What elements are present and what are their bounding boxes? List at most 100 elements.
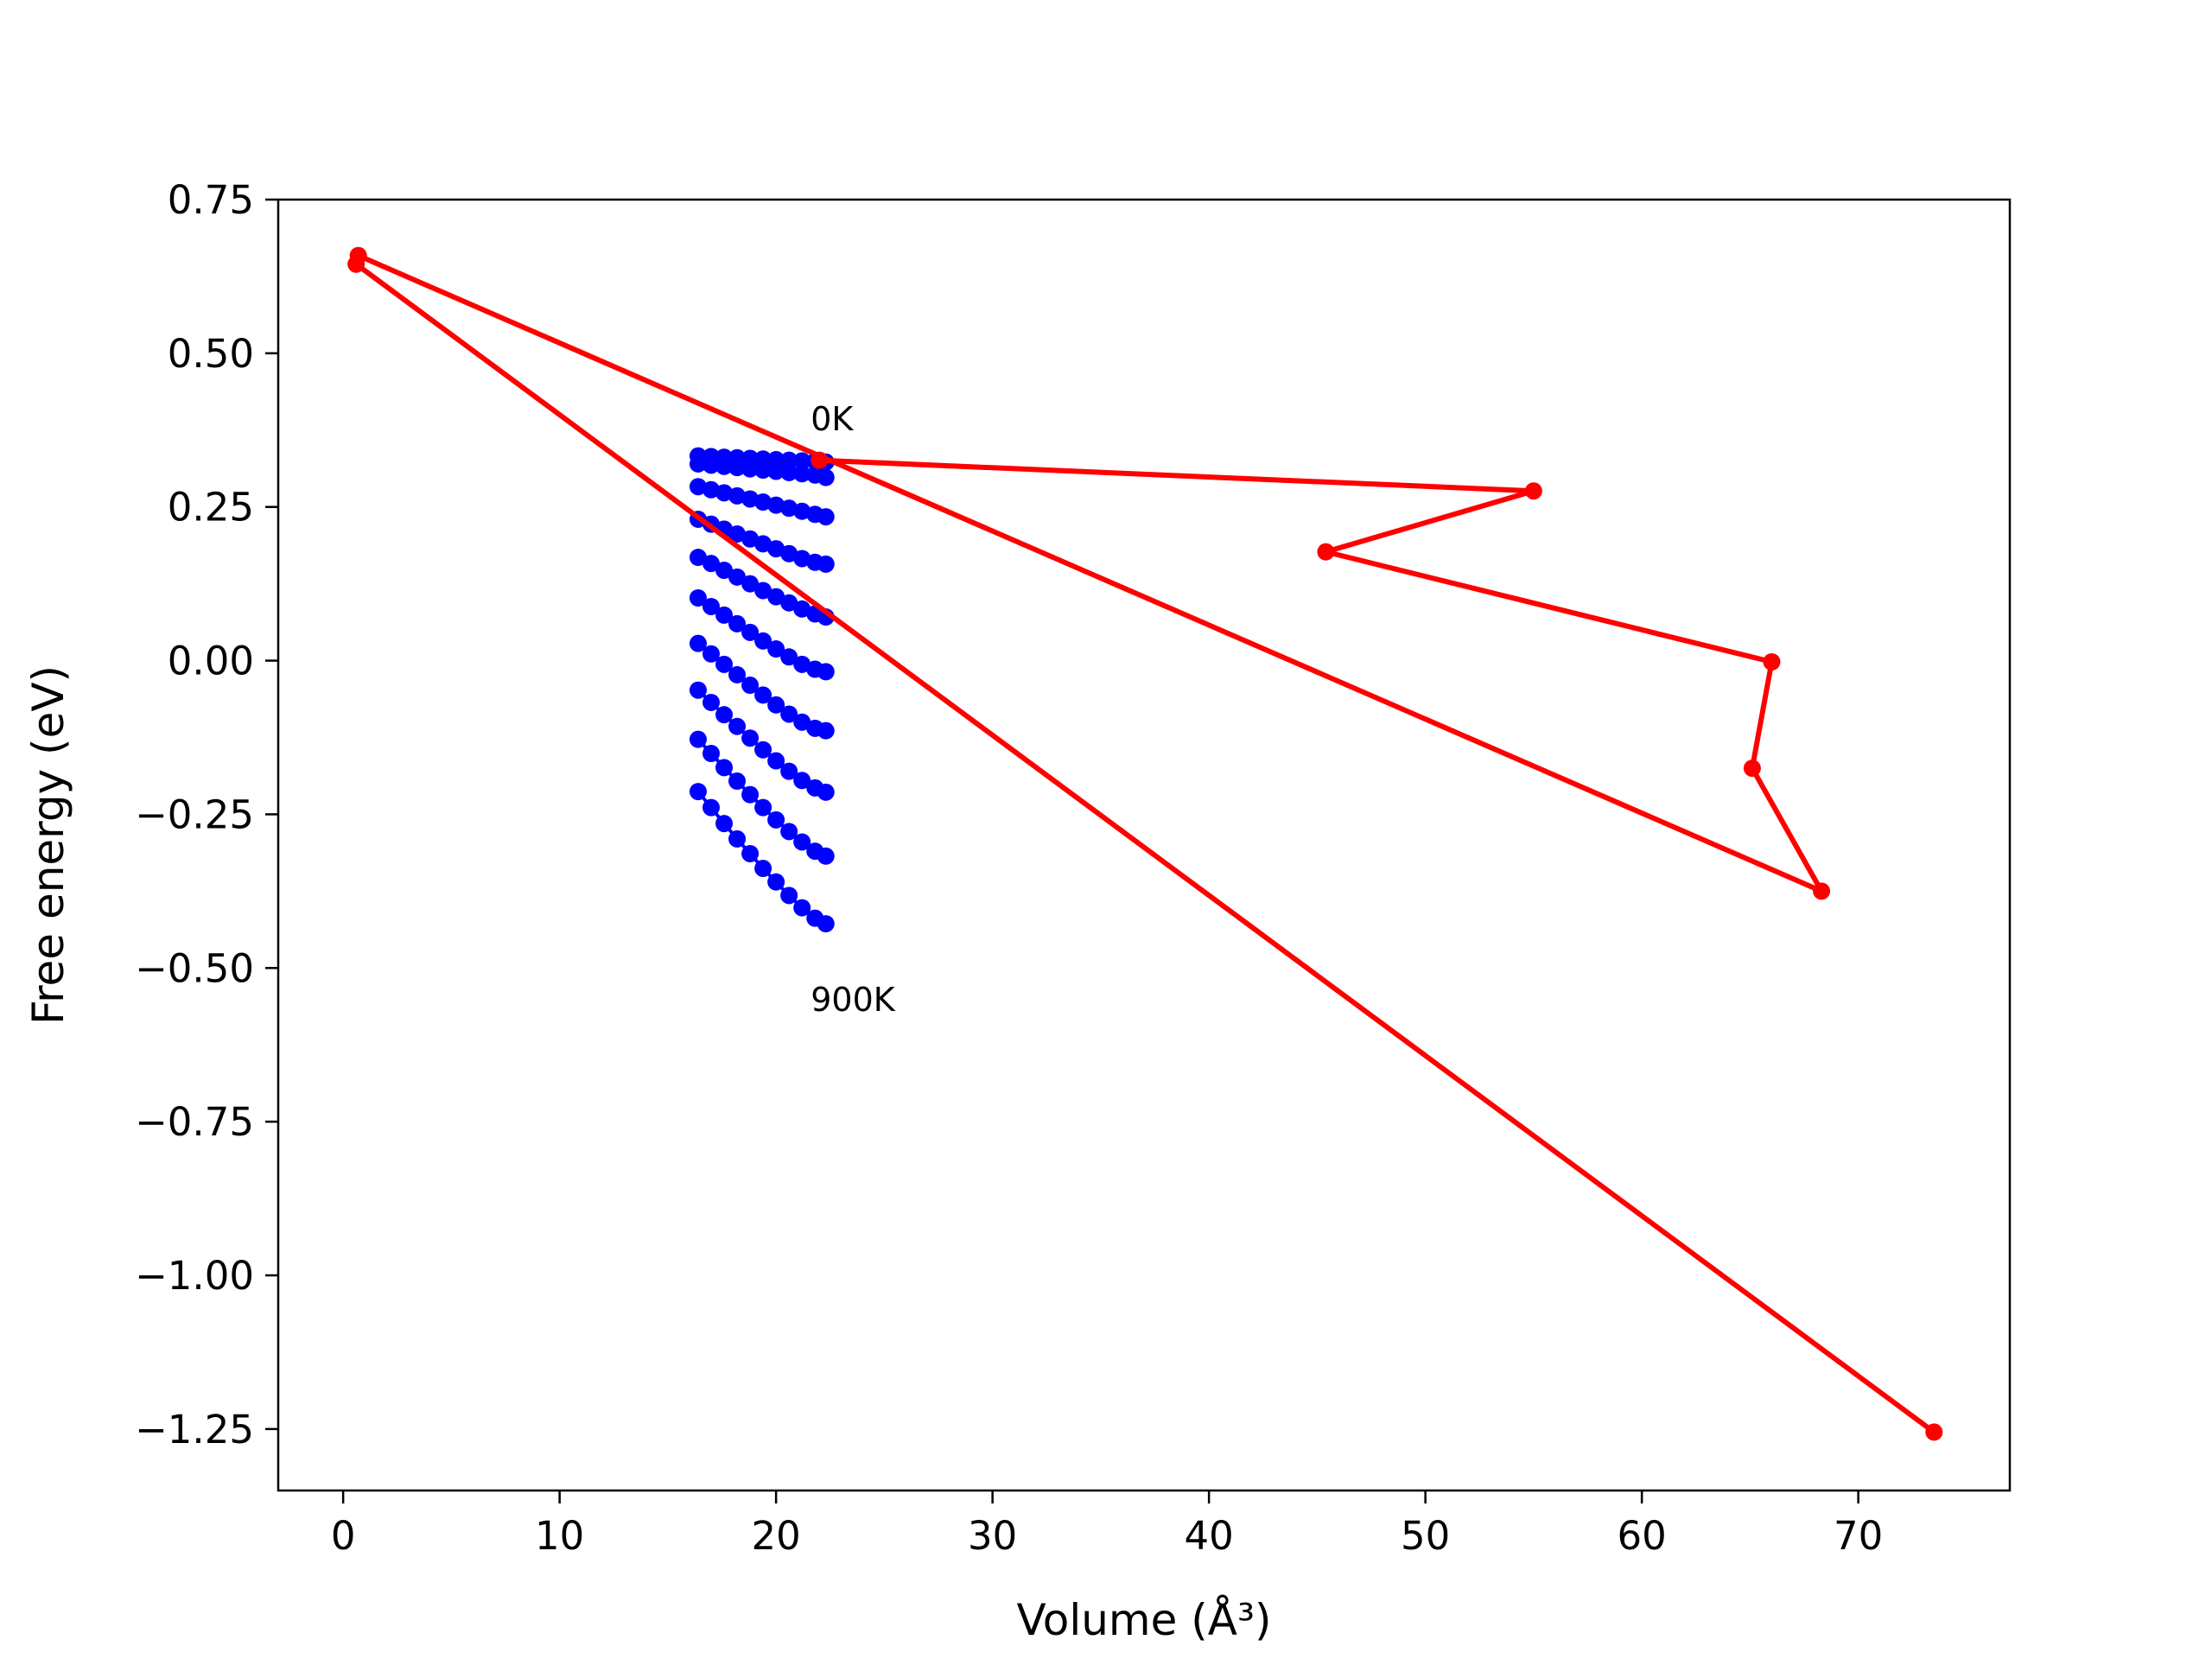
isotherm-point <box>728 717 747 735</box>
isotherm-series <box>689 454 835 486</box>
isotherm-point <box>741 575 760 593</box>
isotherm-series <box>689 730 835 865</box>
isotherm-series <box>689 681 835 801</box>
isotherm-point <box>728 830 747 848</box>
isotherm-series <box>689 589 835 681</box>
equilibrium-path-line <box>353 252 1936 1434</box>
x-tick-label: 30 <box>968 1513 1017 1559</box>
equilibrium-path-point <box>1317 543 1335 561</box>
isotherm-point <box>754 535 772 553</box>
isotherm-point <box>780 762 798 780</box>
isotherm-point <box>793 772 811 790</box>
isotherm-point <box>767 540 785 558</box>
isotherm-point <box>817 721 835 740</box>
isotherm-point <box>793 502 811 520</box>
isotherm-point <box>780 887 798 905</box>
isotherm-point <box>767 873 785 891</box>
isotherm-point <box>715 484 734 502</box>
isotherm-point <box>689 634 707 652</box>
isotherm-point <box>780 648 798 666</box>
equilibrium-path-point <box>347 255 365 273</box>
isotherm-point <box>817 847 835 865</box>
isotherm-series <box>689 634 835 740</box>
isotherm-point <box>702 744 720 762</box>
isotherm-point <box>754 461 772 480</box>
isotherm-point <box>780 594 798 612</box>
isotherm-point <box>817 783 835 801</box>
equilibrium-path-series <box>347 246 1943 1441</box>
x-tick-label: 10 <box>535 1513 584 1559</box>
isotherm-point <box>689 549 707 567</box>
isotherm-point <box>793 452 811 470</box>
isotherm-point <box>817 555 835 573</box>
isotherm-point <box>728 772 747 791</box>
temperature-annotation: 0K <box>810 400 854 438</box>
isotherm-point <box>715 655 734 673</box>
x-tick-label: 50 <box>1401 1513 1450 1559</box>
isotherm-point <box>741 490 760 508</box>
y-tick-label: −0.25 <box>135 791 254 837</box>
equilibrium-path-point <box>810 451 829 469</box>
equilibrium-path-point <box>1763 652 1781 671</box>
isotherm-point <box>715 561 734 579</box>
isotherm-point <box>754 493 772 512</box>
isotherm-point <box>689 478 707 496</box>
isotherm-point <box>767 810 785 829</box>
isotherm-point <box>741 530 760 548</box>
isotherm-point <box>767 752 785 770</box>
isotherm-point <box>793 713 811 731</box>
isotherm-point <box>780 544 798 563</box>
isotherm-point <box>767 462 785 480</box>
isotherm-point <box>715 457 734 475</box>
isotherm-series <box>689 510 835 573</box>
isotherm-point <box>715 815 734 833</box>
isotherm-point <box>754 798 772 817</box>
isotherm-point <box>715 706 734 724</box>
isotherm-point <box>741 844 760 862</box>
isotherm-point <box>767 640 785 658</box>
x-tick-label: 0 <box>331 1513 356 1559</box>
y-axis-label: Free energy (eV) <box>23 665 73 1025</box>
equilibrium-path-point <box>1743 760 1761 778</box>
isotherm-series <box>689 549 835 626</box>
annotations: 0K 900K <box>810 400 896 1019</box>
isotherm-point <box>793 600 811 618</box>
isotherm-point <box>715 606 734 624</box>
isotherm-point <box>689 681 707 699</box>
equilibrium-path-point <box>1524 482 1542 500</box>
isotherm-point <box>817 915 835 933</box>
isotherm-point <box>728 568 747 586</box>
y-axis: 0.75 0.50 0.25 0.00 −0.25 −0.50 −0.75 −1.00 −1.2… <box>135 177 278 1452</box>
isotherm-point <box>767 696 785 714</box>
isotherm-point <box>702 645 720 663</box>
isotherm-point <box>780 823 798 841</box>
y-tick-label: −0.75 <box>135 1099 254 1145</box>
isotherm-point <box>793 833 811 851</box>
isotherm-point <box>754 860 772 878</box>
x-axis: 0 10 20 30 40 50 60 70 <box>331 1491 1883 1559</box>
isotherm-point <box>702 555 720 573</box>
isotherm-series <box>689 478 835 526</box>
x-tick-label: 40 <box>1185 1513 1234 1559</box>
isotherm-point <box>793 550 811 568</box>
y-tick-label: −1.25 <box>135 1407 254 1452</box>
isotherm-point <box>728 614 747 632</box>
isotherm-point <box>793 465 811 483</box>
isotherm-point <box>741 677 760 695</box>
y-tick-label: −0.50 <box>135 945 254 991</box>
isotherm-point <box>767 588 785 606</box>
isotherm-point <box>767 496 785 514</box>
y-tick-label: 0.50 <box>168 331 254 377</box>
isotherm-point <box>793 655 811 673</box>
isotherm-point <box>715 759 734 777</box>
x-axis-label: Volume (Å³) <box>1016 1595 1271 1645</box>
isotherm-point <box>780 499 798 518</box>
isotherm-point <box>728 486 747 505</box>
isotherm-point <box>741 623 760 641</box>
temperature-annotation: 900K <box>810 981 896 1019</box>
isotherm-point <box>754 582 772 600</box>
x-tick-label: 60 <box>1618 1513 1667 1559</box>
isotherm-point <box>728 525 747 543</box>
isotherm-point <box>754 686 772 704</box>
isotherm-point <box>817 663 835 681</box>
